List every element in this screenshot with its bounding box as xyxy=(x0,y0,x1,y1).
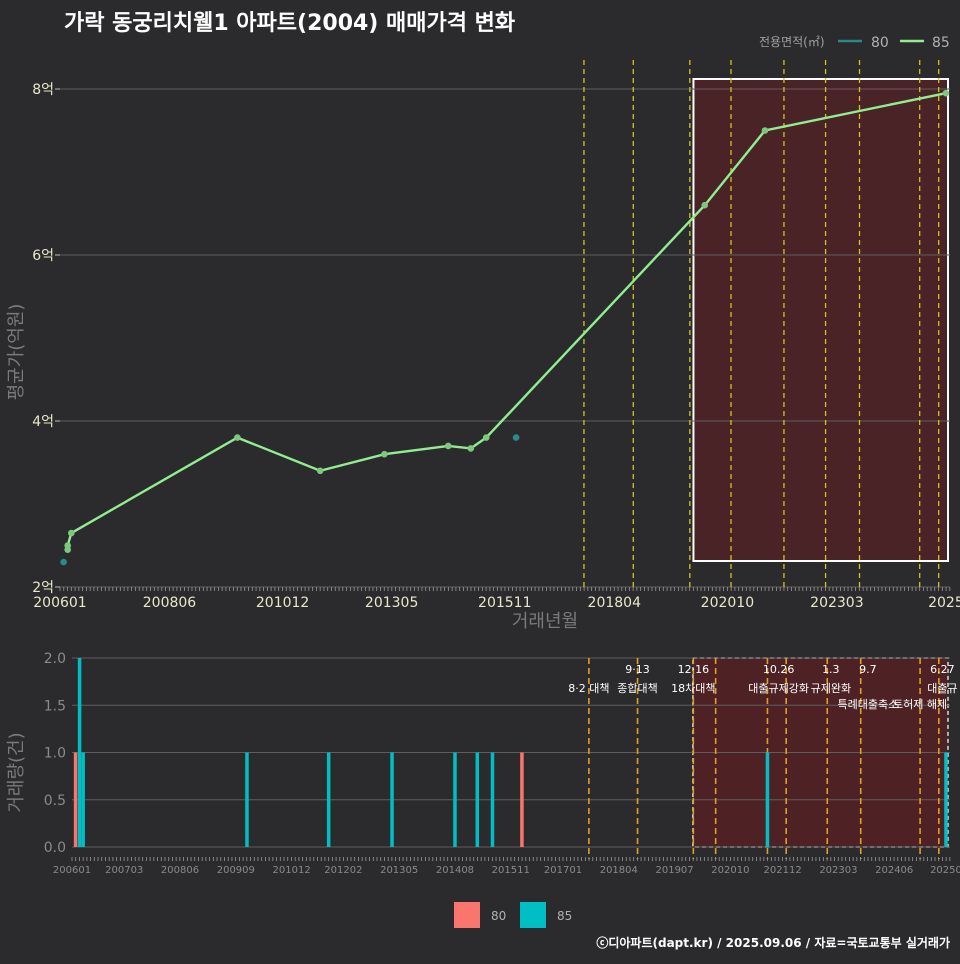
bar-80 xyxy=(73,752,78,847)
x-tick-label: 201511 xyxy=(478,595,531,611)
policy-name-label: 8·2 대책 xyxy=(568,682,609,695)
data-point-85 xyxy=(942,89,950,97)
x-tick-label: 20250 xyxy=(930,865,960,876)
bar-85 xyxy=(490,752,495,847)
data-point-80 xyxy=(512,434,520,441)
data-point-85 xyxy=(316,467,324,475)
policy-date-label: 12·16 xyxy=(678,663,710,676)
x-tick-label: 2025 xyxy=(928,595,960,611)
y-tick-label: 2.0 xyxy=(44,651,66,667)
policy-name-label: 18차대책 xyxy=(671,682,715,695)
bar-85 xyxy=(390,752,394,847)
bar-85 xyxy=(245,752,249,847)
x-tick-label: 201012 xyxy=(256,595,309,611)
y-axis-title: 평균가(억원) xyxy=(6,304,27,401)
policy-date-label: 10.26 xyxy=(763,663,795,676)
highlight-box xyxy=(692,78,950,562)
x-tick-label: 201012 xyxy=(273,865,311,876)
policy-name-label: 특례대출축소 xyxy=(838,698,899,711)
legend-top: 전용면적(㎡) 80 85 xyxy=(759,35,950,51)
bar-85 xyxy=(765,752,770,847)
volume-chart: 0.0 0.5 1.0 1.5 2.0 200601 200703 200806 200909 2… xyxy=(6,651,960,876)
x-tick-label: 202406 xyxy=(875,865,913,876)
x-tick-label: 201907 xyxy=(655,865,693,876)
data-point-85 xyxy=(234,434,241,441)
x-tick-label: 202303 xyxy=(810,595,863,611)
y-tick-label: 4억 xyxy=(32,414,54,430)
bar-85 xyxy=(475,752,480,847)
x-tick-label: 202010 xyxy=(701,595,754,611)
x-tick-label: 202303 xyxy=(819,865,857,876)
policy-date-label: 9.7 xyxy=(859,663,877,676)
policy-name-label: 규제완화 xyxy=(811,682,851,695)
y-axis-title: 거래량(건) xyxy=(6,732,27,812)
y-tick-label: 0.5 xyxy=(44,793,66,809)
price-chart: 2억 4억 6억 8억 200601 200806 201012 201305 201511 20… xyxy=(6,60,960,632)
data-point-85 xyxy=(467,445,475,452)
data-point-85 xyxy=(64,542,71,549)
x-tick-label: 201408 xyxy=(436,865,474,876)
x-tick-label: 201804 xyxy=(600,865,638,876)
policy-date-label: 9·13 xyxy=(625,663,650,676)
x-tick-label: 200703 xyxy=(105,865,143,876)
x-tick-label: 200806 xyxy=(143,595,197,611)
legend-bottom-swatch-85 xyxy=(520,902,546,928)
x-tick-label: 200601 xyxy=(33,595,86,611)
data-point-85 xyxy=(482,434,490,441)
x-tick-label: 201804 xyxy=(588,595,642,611)
x-tick-label: 200806 xyxy=(161,865,199,876)
x-tick-label: 202010 xyxy=(711,865,749,876)
data-point-85 xyxy=(701,201,709,209)
data-point-80 xyxy=(60,558,67,566)
policy-name-label: 종합대책 xyxy=(617,682,657,695)
legend-top-title: 전용면적(㎡) xyxy=(759,35,825,49)
legend-bottom: 80 85 xyxy=(454,902,572,928)
bar-85 xyxy=(81,752,85,847)
y-tick-label: 0.0 xyxy=(44,840,66,856)
x-tick-label: 202112 xyxy=(764,865,802,876)
bar-85 xyxy=(453,752,457,847)
x-axis-title: 거래년월 xyxy=(512,611,578,632)
policy-date-label: 1.3 xyxy=(822,663,840,676)
y-tick-label: 2억 xyxy=(32,580,54,596)
y-tick-label: 1.5 xyxy=(44,698,66,714)
data-point-85 xyxy=(761,127,769,134)
bar-85 xyxy=(77,658,82,847)
policy-name-label: 대출규 xyxy=(927,682,957,695)
policy-name-label: 토허제 해제 xyxy=(893,697,947,711)
x-tick-label: 201202 xyxy=(324,865,362,876)
legend-bottom-label-85: 85 xyxy=(557,909,572,923)
x-tick-label: 201305 xyxy=(380,865,418,876)
bar-85 xyxy=(326,752,331,847)
legend-bottom-label-80: 80 xyxy=(491,909,506,923)
x-tick-label: 201701 xyxy=(544,865,582,876)
chart-title: 가락 동궁리치웰1 아파트(2004) 매매가격 변화 xyxy=(64,11,515,36)
x-tick-label: 201305 xyxy=(365,595,418,611)
y-tick-label: 8억 xyxy=(32,82,54,98)
data-point-85 xyxy=(381,450,388,458)
x-tick-label: 200601 xyxy=(53,865,91,876)
y-tick-label: 6억 xyxy=(32,248,54,264)
policy-name-label: 대출규제강화 xyxy=(748,682,809,695)
x-tick-label: 201511 xyxy=(492,865,530,876)
bar-80 xyxy=(520,752,524,847)
data-point-85 xyxy=(444,442,452,450)
policy-date-label: 6.27 xyxy=(930,663,955,676)
y-tick-label: 1.0 xyxy=(44,746,66,762)
legend-top-label-80: 80 xyxy=(871,35,889,51)
legend-bottom-swatch-80 xyxy=(454,902,480,928)
legend-top-label-85: 85 xyxy=(932,35,950,51)
x-tick-label: 200909 xyxy=(217,865,255,876)
bar-85 xyxy=(944,752,948,847)
data-point-85 xyxy=(68,529,75,537)
credit-text: ⓒ디아파트(dapt.kr) / 2025.09.06 / 자료=국토교통부 실… xyxy=(596,935,950,950)
